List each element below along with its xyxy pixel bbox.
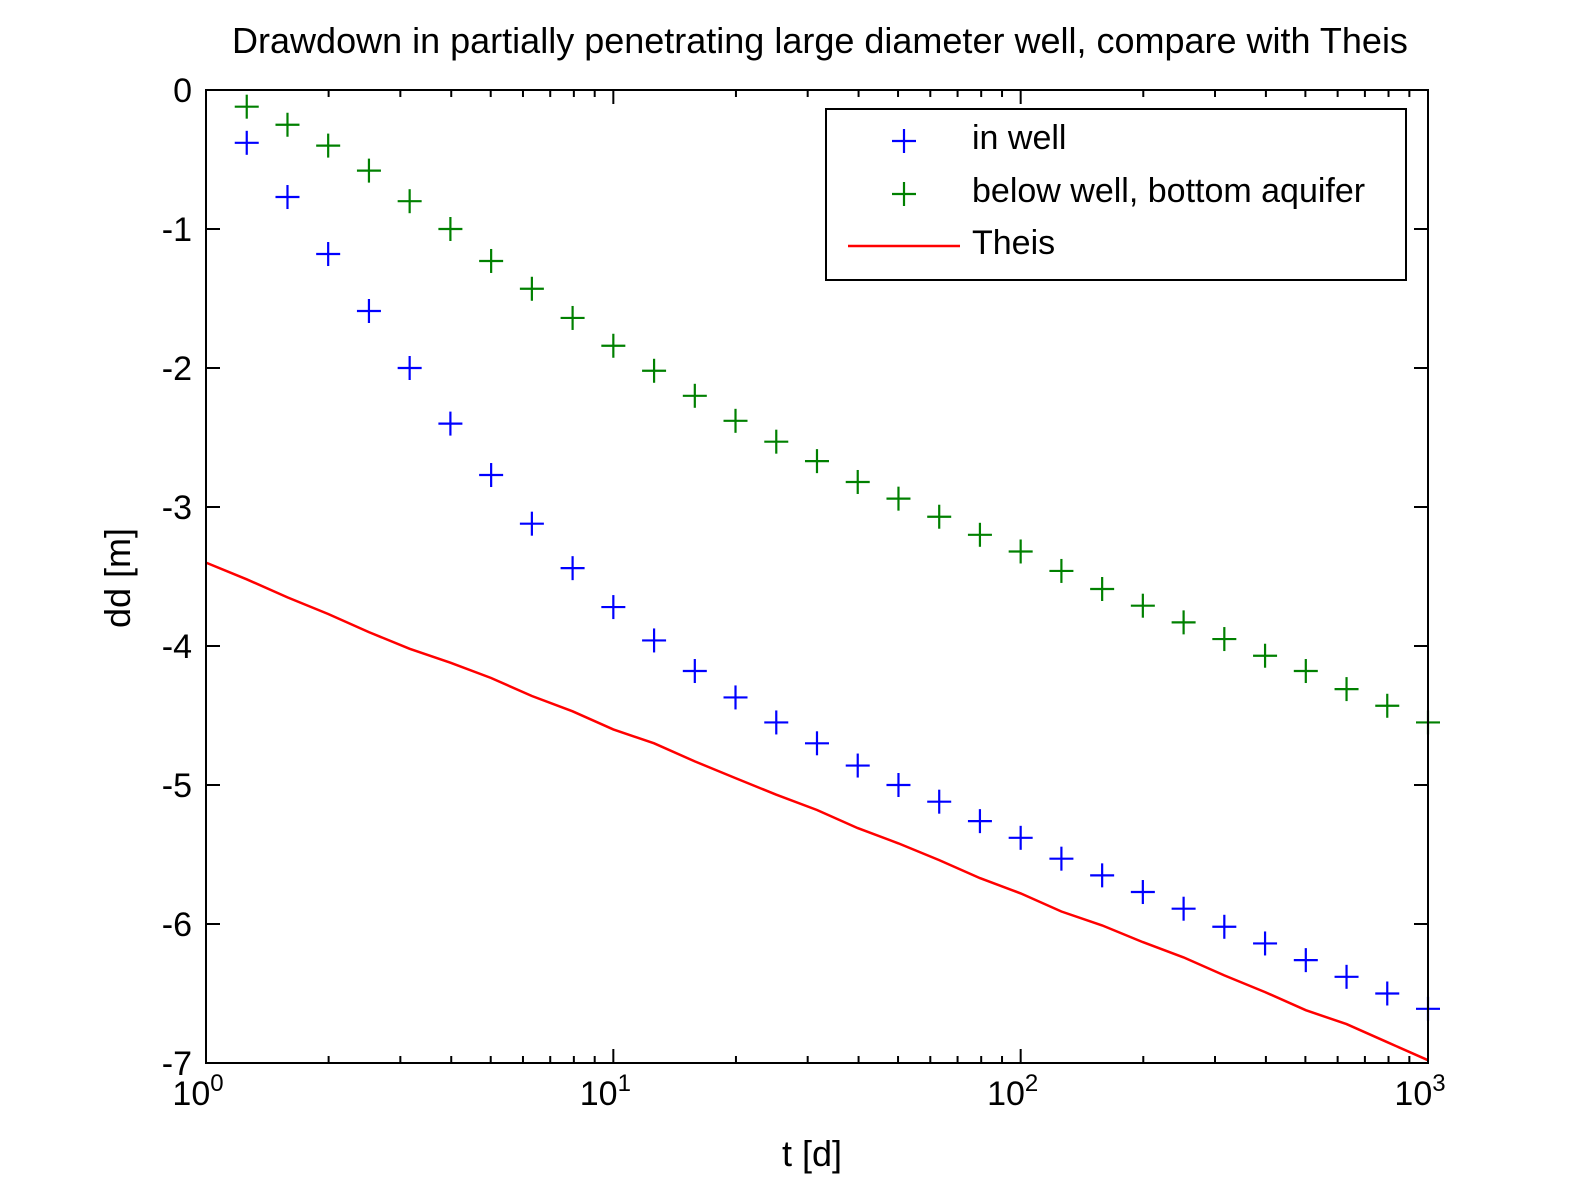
in-well-point xyxy=(804,731,829,756)
in-well-point xyxy=(397,356,422,380)
in-well-point xyxy=(1334,964,1359,989)
below-well-point xyxy=(275,112,300,137)
x-tick-label: 102 xyxy=(987,1070,1038,1113)
in-well-point xyxy=(438,411,463,436)
legend-label: Theis xyxy=(972,224,1055,262)
in-well-point xyxy=(316,242,341,267)
below-well-point xyxy=(1130,593,1155,618)
below-well-point xyxy=(397,189,422,214)
below-well-point xyxy=(764,429,789,454)
below-well-point xyxy=(519,276,544,301)
in-well-point xyxy=(356,299,381,324)
below-well-point xyxy=(1334,677,1359,702)
below-well-point xyxy=(804,449,829,474)
legend-label: in well xyxy=(972,119,1066,157)
y-tick-label: -3 xyxy=(162,489,192,527)
legend-label: below well, bottom aquifer xyxy=(972,172,1365,210)
y-tick-label: -2 xyxy=(162,350,192,388)
below-well-point xyxy=(642,358,667,383)
below-well-point xyxy=(927,504,952,529)
in-well-point xyxy=(845,753,870,778)
in-well-point xyxy=(1130,880,1155,905)
below-well-point xyxy=(438,217,463,241)
in-well-point xyxy=(764,710,789,735)
below-well-point xyxy=(1212,627,1237,652)
below-well-point xyxy=(1090,577,1115,602)
below-well-point xyxy=(234,94,259,119)
legend-marker-swatch xyxy=(892,129,916,153)
in-well-point xyxy=(1049,846,1074,871)
below-well-point xyxy=(886,486,911,511)
in-well-point xyxy=(682,659,707,684)
y-tick-label: -1 xyxy=(162,211,192,249)
in-well-point xyxy=(275,185,300,210)
in-well-point xyxy=(479,463,504,488)
below-well-point xyxy=(1049,558,1074,583)
below-well-point xyxy=(1253,643,1278,668)
below-well-point xyxy=(316,133,341,158)
in-well-point xyxy=(967,809,992,834)
y-tick-label: 0 xyxy=(173,72,192,110)
in-well-point xyxy=(1253,931,1278,956)
below-well-point xyxy=(1008,539,1033,564)
below-well-point xyxy=(560,305,585,330)
in-well-point xyxy=(601,595,626,620)
below-well-point xyxy=(723,408,748,433)
x-tick-label: 101 xyxy=(580,1070,631,1113)
below-well-point xyxy=(1293,659,1318,684)
in-well-point xyxy=(642,628,667,653)
in-well-point xyxy=(1375,981,1400,1006)
in-well-point xyxy=(560,556,585,581)
legend-entry: in well xyxy=(892,119,1066,157)
legend-box xyxy=(825,108,1407,281)
below-well-point xyxy=(845,469,870,494)
in-well-point xyxy=(1090,863,1115,888)
below-well-point xyxy=(1375,693,1400,718)
below-well-point xyxy=(601,333,626,358)
below-well-point xyxy=(479,248,504,273)
below-well-point xyxy=(967,522,992,547)
legend: in well below well, bottom aquifer Theis xyxy=(825,108,1407,281)
in-well-point xyxy=(1212,914,1237,939)
x-tick-label: 100 xyxy=(172,1070,223,1113)
theis-line xyxy=(205,561,1429,1062)
below-well-point xyxy=(356,158,381,183)
in-well-point xyxy=(1008,825,1033,850)
y-tick-label: -5 xyxy=(162,767,192,805)
in-well-point xyxy=(886,773,911,797)
y-axis-label: dd [m] xyxy=(97,528,138,628)
in-well-point xyxy=(1293,948,1318,973)
chart-title: Drawdown in partially penetrating large … xyxy=(232,20,1408,61)
x-axis-label: t [d] xyxy=(782,1133,842,1174)
y-tick-label: -6 xyxy=(162,906,192,944)
in-well-point xyxy=(234,130,259,155)
legend-entry: below well, bottom aquifer xyxy=(892,172,1365,210)
legend-marker-swatch xyxy=(892,182,916,206)
below-well-point xyxy=(1171,610,1196,635)
y-tick-label: -7 xyxy=(162,1045,192,1083)
in-well-point xyxy=(519,511,544,536)
x-tick-label: 103 xyxy=(1394,1070,1445,1113)
axes-frame xyxy=(205,89,1429,1064)
y-tick-label: -4 xyxy=(162,628,192,666)
in-well-point xyxy=(1171,896,1196,921)
in-well-point xyxy=(723,685,748,710)
legend-entry: Theis xyxy=(848,224,1055,262)
below-well-point xyxy=(682,383,707,408)
in-well-point xyxy=(927,789,952,814)
